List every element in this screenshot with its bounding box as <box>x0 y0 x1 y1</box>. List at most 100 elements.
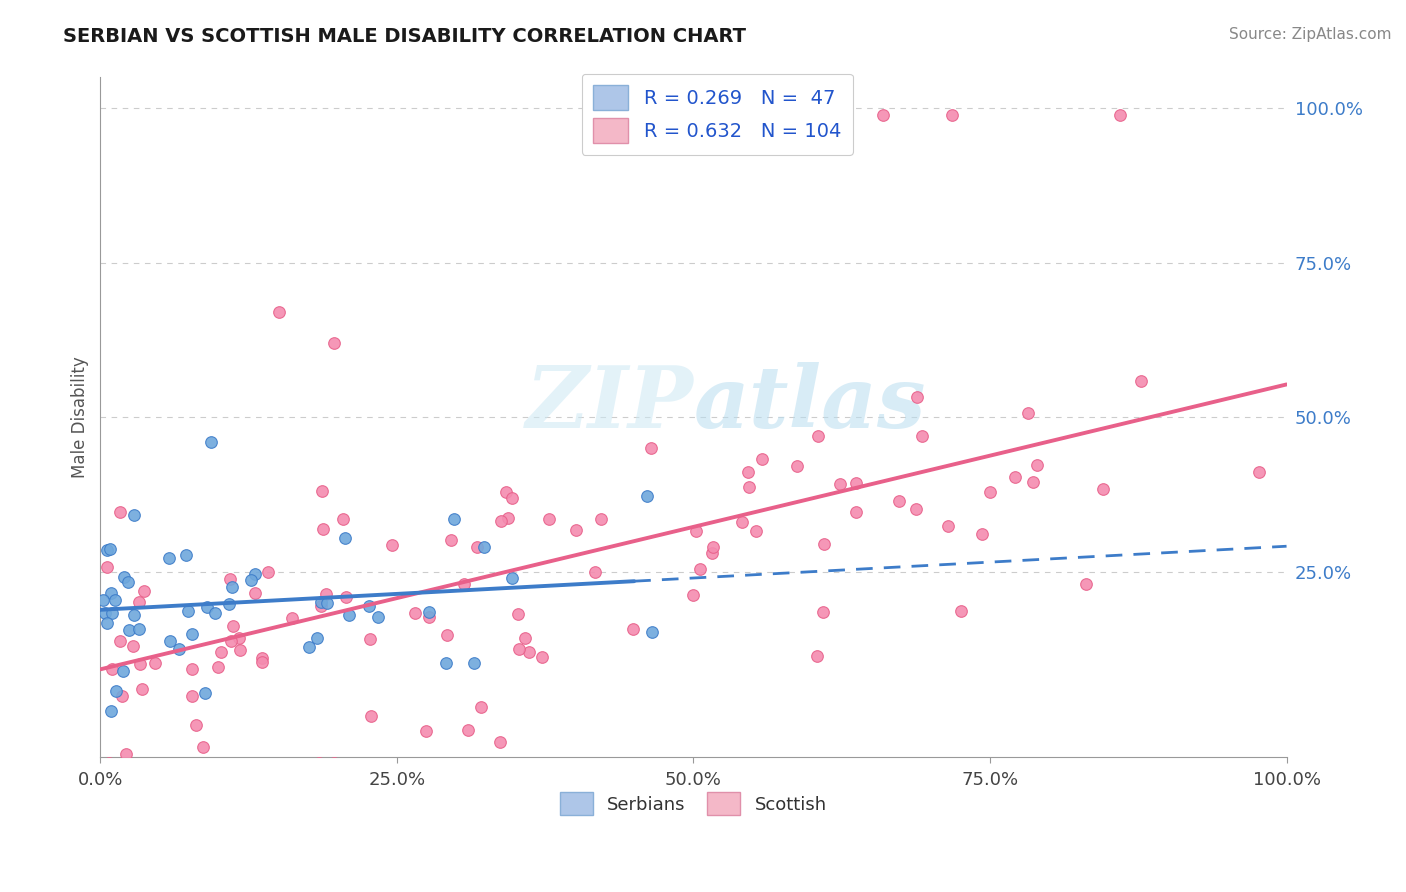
Point <box>357 599 380 614</box>
Point <box>181 627 204 641</box>
Point <box>811 606 834 620</box>
Point <box>828 477 851 491</box>
Point <box>122 639 145 653</box>
Point <box>309 599 332 614</box>
Point <box>465 540 488 554</box>
Point <box>218 572 240 586</box>
Point <box>564 524 586 538</box>
Point <box>110 634 132 648</box>
Point <box>453 577 475 591</box>
Point <box>335 531 357 545</box>
Point <box>335 590 357 604</box>
Point <box>641 625 664 640</box>
Point <box>496 510 519 524</box>
Point <box>637 489 659 503</box>
Point <box>530 650 553 665</box>
Point <box>118 624 141 638</box>
Point <box>491 514 513 528</box>
Text: SERBIAN VS SCOTTISH MALE DISABILITY CORRELATION CHART: SERBIAN VS SCOTTISH MALE DISABILITY CORR… <box>63 27 747 45</box>
Point <box>360 709 382 723</box>
Point <box>298 640 321 654</box>
Point <box>124 607 146 622</box>
Legend: Serbians, Scottish: Serbians, Scottish <box>553 785 834 822</box>
Point <box>129 657 152 672</box>
Point <box>105 683 128 698</box>
Point <box>911 429 934 443</box>
Point <box>1247 465 1270 479</box>
Point <box>744 524 766 538</box>
Point <box>191 739 214 754</box>
Point <box>751 451 773 466</box>
Point <box>689 562 711 576</box>
Point <box>174 548 197 562</box>
Point <box>472 540 495 554</box>
Point <box>1109 107 1132 121</box>
Point <box>381 538 404 552</box>
Point <box>184 717 207 731</box>
Point <box>905 501 928 516</box>
Point <box>1022 475 1045 489</box>
Point <box>519 645 541 659</box>
Y-axis label: Male Disability: Male Disability <box>72 356 89 478</box>
Point <box>167 642 190 657</box>
Point <box>207 660 229 674</box>
Point <box>1004 470 1026 484</box>
Point <box>367 610 389 624</box>
Point <box>1074 576 1097 591</box>
Point <box>243 586 266 600</box>
Point <box>322 756 344 770</box>
Point <box>177 604 200 618</box>
Point <box>337 608 360 623</box>
Point <box>315 596 337 610</box>
Point <box>323 336 346 351</box>
Point <box>112 569 135 583</box>
Point <box>905 391 928 405</box>
Point <box>501 491 523 505</box>
Point <box>463 656 485 670</box>
Point <box>941 107 963 121</box>
Point <box>436 656 458 670</box>
Point <box>470 700 492 714</box>
Point <box>359 632 381 646</box>
Point <box>181 662 204 676</box>
Point <box>700 546 723 560</box>
Point <box>281 611 304 625</box>
Point <box>315 587 337 601</box>
Point <box>436 628 458 642</box>
Point <box>200 434 222 449</box>
Point <box>100 705 122 719</box>
Point <box>256 565 278 579</box>
Point <box>806 429 828 443</box>
Point <box>96 559 118 574</box>
Point <box>972 526 994 541</box>
Point <box>682 588 704 602</box>
Point <box>159 633 181 648</box>
Point <box>1091 483 1114 497</box>
Point <box>250 655 273 669</box>
Point <box>440 533 463 547</box>
Point <box>100 585 122 599</box>
Point <box>111 664 134 678</box>
Point <box>101 607 124 621</box>
Point <box>131 682 153 697</box>
Point <box>181 689 204 703</box>
Point <box>267 305 290 319</box>
Point <box>308 756 330 771</box>
Point <box>949 604 972 618</box>
Point <box>418 605 440 619</box>
Point <box>209 645 232 659</box>
Point <box>245 567 267 582</box>
Point <box>404 606 426 620</box>
Point <box>813 537 835 551</box>
Point <box>702 540 724 554</box>
Point <box>621 623 644 637</box>
Point <box>229 643 252 657</box>
Point <box>96 543 118 558</box>
Point <box>537 512 560 526</box>
Point <box>1017 406 1039 420</box>
Text: atlas: atlas <box>693 362 927 445</box>
Point <box>415 723 437 738</box>
Point <box>508 641 530 656</box>
Point <box>583 565 606 579</box>
Point <box>117 574 139 589</box>
